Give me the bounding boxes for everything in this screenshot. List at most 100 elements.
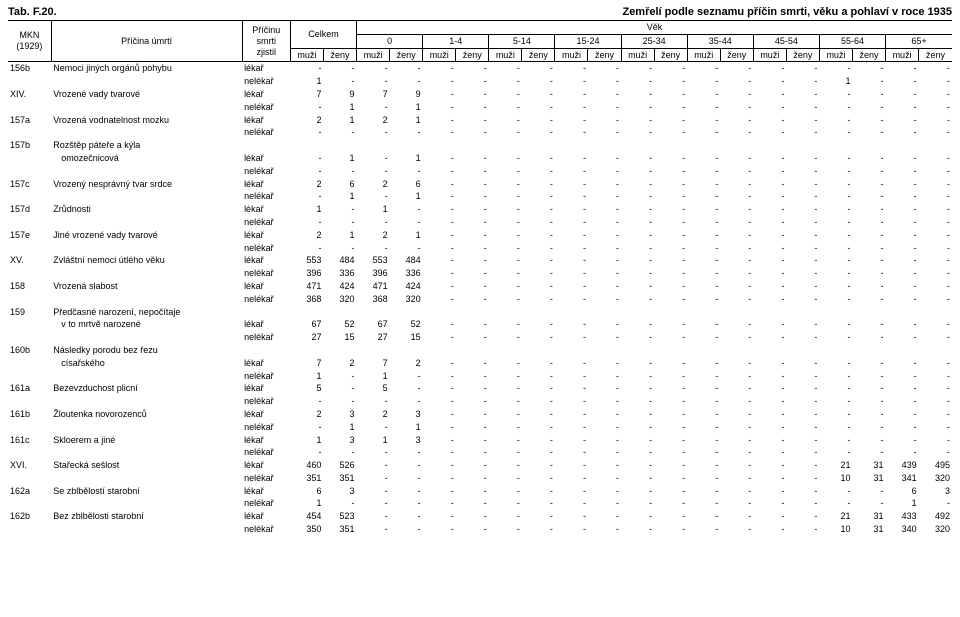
data-cell: 1 xyxy=(290,370,323,383)
zjistil-label: nelékař xyxy=(242,242,290,255)
data-cell: 433 xyxy=(886,510,919,523)
mkn-code: 157a xyxy=(8,114,51,127)
data-cell: - xyxy=(720,382,753,395)
table-row: 162bBez zblbělosti starobnílékař454523--… xyxy=(8,510,952,523)
data-cell: - xyxy=(687,459,720,472)
data-cell: - xyxy=(456,152,489,165)
data-cell: 1 xyxy=(357,203,390,216)
data-cell: - xyxy=(357,459,390,472)
data-cell: - xyxy=(720,216,753,229)
data-cell: - xyxy=(786,101,819,114)
data-cell: - xyxy=(456,190,489,203)
data-cell: - xyxy=(588,203,621,216)
data-cell: - xyxy=(588,62,621,75)
zjistil-label: nelékař xyxy=(242,267,290,280)
col-mkn: MKN (1929) xyxy=(8,21,51,62)
data-cell: - xyxy=(290,62,323,75)
data-cell: - xyxy=(819,446,852,459)
data-cell: - xyxy=(423,421,456,434)
data-cell: - xyxy=(720,357,753,370)
data-cell: - xyxy=(919,395,952,408)
data-cell: - xyxy=(621,459,654,472)
data-cell: - xyxy=(456,510,489,523)
data-cell: - xyxy=(852,101,885,114)
data-cell: 1 xyxy=(323,114,356,127)
data-cell: - xyxy=(687,472,720,485)
data-cell: - xyxy=(720,370,753,383)
table-row: 161aBezevzduchost plicnílékař5-5--------… xyxy=(8,382,952,395)
mkn-code: 157b xyxy=(8,139,51,152)
data-cell: - xyxy=(621,216,654,229)
page: Tab. F.20. Zemřelí podle seznamu příčin … xyxy=(0,0,960,544)
mkn-code: 157e xyxy=(8,229,51,242)
data-cell: - xyxy=(621,523,654,536)
data-cell: - xyxy=(654,421,687,434)
data-cell: - xyxy=(423,88,456,101)
data-cell: - xyxy=(423,242,456,255)
data-cell: - xyxy=(489,421,522,434)
zjistil-label: nelékař xyxy=(242,190,290,203)
data-cell: - xyxy=(687,318,720,331)
data-cell: - xyxy=(819,434,852,447)
data-cell: 492 xyxy=(919,510,952,523)
data-cell: - xyxy=(456,421,489,434)
data-cell: - xyxy=(588,331,621,344)
data-cell: - xyxy=(555,165,588,178)
data-cell: - xyxy=(720,88,753,101)
data-cell: - xyxy=(753,318,786,331)
data-cell: - xyxy=(886,242,919,255)
data-cell: 1 xyxy=(323,190,356,203)
data-cell: - xyxy=(423,178,456,191)
zj-bot: zjistil xyxy=(245,47,288,58)
data-cell: - xyxy=(886,318,919,331)
data-cell: - xyxy=(919,331,952,344)
cause-text: Předčasné narození, nepočítaje xyxy=(51,306,242,319)
data-cell: - xyxy=(522,203,555,216)
data-cell: - xyxy=(753,434,786,447)
col-muzi: muži xyxy=(555,48,588,62)
data-cell: - xyxy=(786,126,819,139)
data-cell: 1 xyxy=(290,75,323,88)
data-cell: - xyxy=(687,357,720,370)
data-cell: - xyxy=(819,357,852,370)
data-cell: 1 xyxy=(290,497,323,510)
data-cell: - xyxy=(753,267,786,280)
data-cell: - xyxy=(390,395,423,408)
data-cell: - xyxy=(654,267,687,280)
data-cell: 52 xyxy=(390,318,423,331)
data-cell: - xyxy=(919,370,952,383)
data-cell: - xyxy=(654,395,687,408)
data-cell: - xyxy=(522,178,555,191)
table-row: 162aSe zblbělostí starobnílékař63-------… xyxy=(8,485,952,498)
cause-text: Jiné vrozené vady tvarové xyxy=(51,229,242,242)
data-cell: - xyxy=(588,472,621,485)
cause-text-cont: císařského xyxy=(51,357,242,370)
data-cell: - xyxy=(423,510,456,523)
data-cell: - xyxy=(720,190,753,203)
data-cell: - xyxy=(555,126,588,139)
data-cell: - xyxy=(489,126,522,139)
data-cell: - xyxy=(919,497,952,510)
data-cell: - xyxy=(852,114,885,127)
data-cell: - xyxy=(588,190,621,203)
data-cell: - xyxy=(588,357,621,370)
zjistil-label: nelékař xyxy=(242,446,290,459)
zjistil-label: nelékař xyxy=(242,421,290,434)
data-cell: - xyxy=(852,293,885,306)
data-cell: 9 xyxy=(390,88,423,101)
data-cell: - xyxy=(786,242,819,255)
data-cell: - xyxy=(687,293,720,306)
data-cell: - xyxy=(555,254,588,267)
data-cell: - xyxy=(456,318,489,331)
col-muzi: muži xyxy=(290,48,323,62)
data-cell: - xyxy=(522,229,555,242)
data-cell: - xyxy=(588,408,621,421)
data-cell: - xyxy=(919,88,952,101)
col-age-group: 45-54 xyxy=(753,34,819,48)
data-cell: - xyxy=(720,267,753,280)
cause-text: Žloutenka novorozenců xyxy=(51,408,242,421)
data-cell: - xyxy=(852,497,885,510)
data-cell: - xyxy=(588,485,621,498)
data-cell: 424 xyxy=(323,280,356,293)
data-cell: - xyxy=(654,114,687,127)
